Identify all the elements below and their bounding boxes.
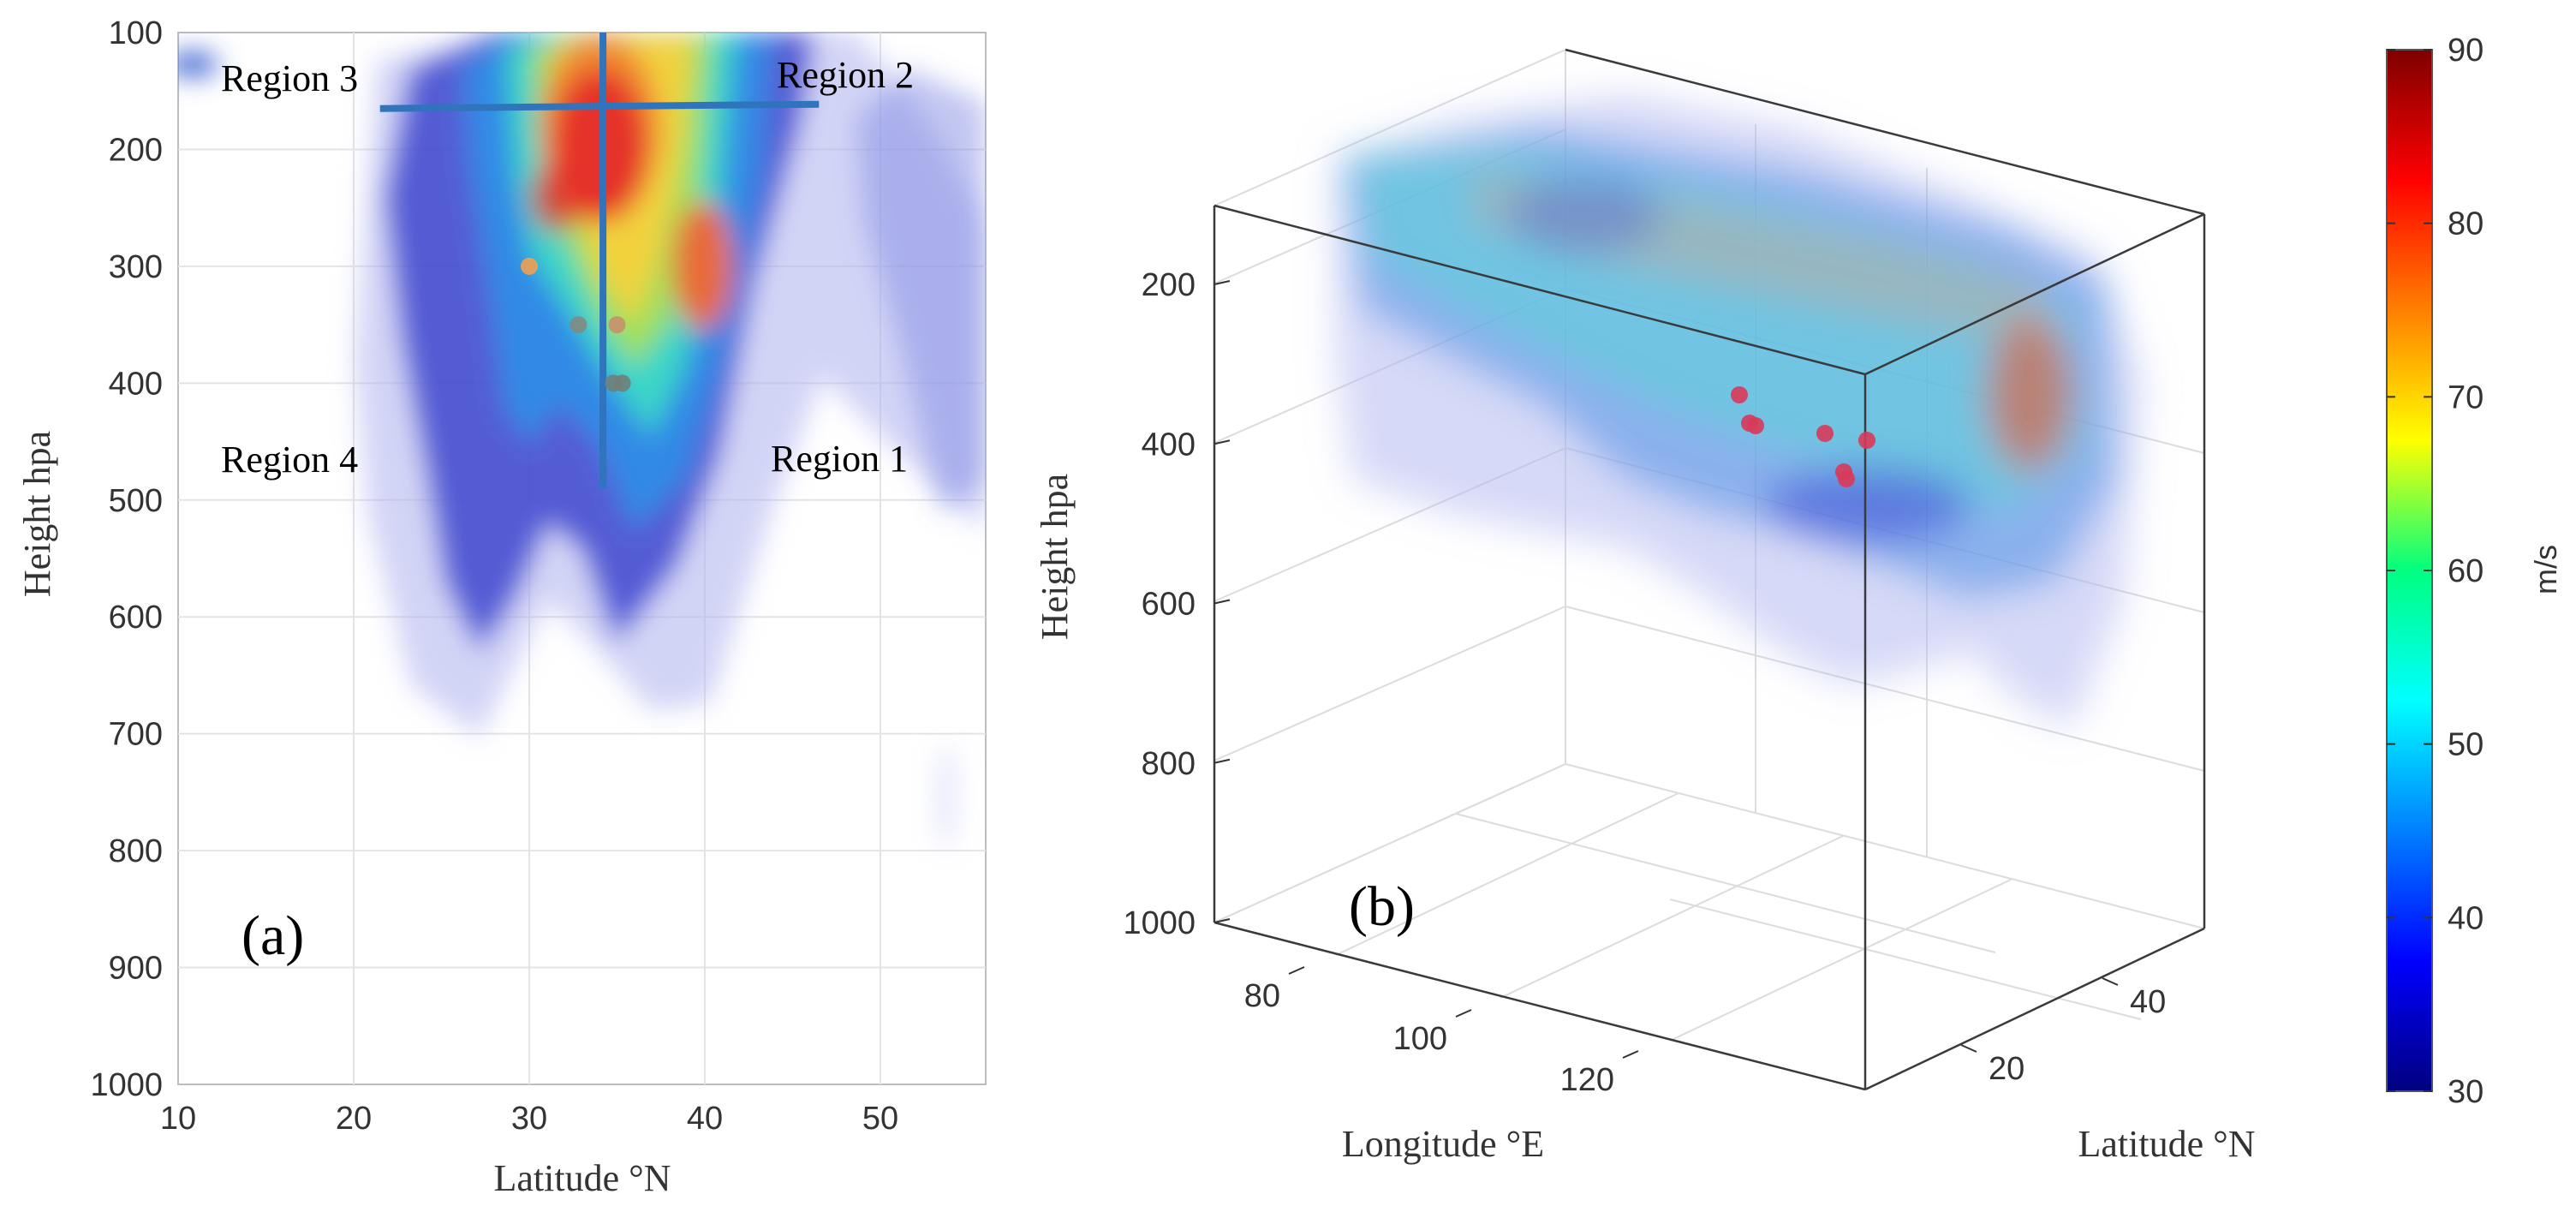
jet-axis-horizontal: [379, 100, 820, 112]
y-tick-label: 400: [109, 366, 163, 402]
colorbar: 30 40 50 60 70 80 90 m/s: [2386, 33, 2563, 1110]
panel-a-xlabel: Latitude °N: [494, 1157, 671, 1199]
x-tick-label: 30: [511, 1101, 547, 1137]
panel-b: 200 400 600 800 1000 80 100 120 20 40 (b) Height …: [1034, 48, 2256, 1165]
x-tick-label: 100: [1393, 1021, 1447, 1057]
observation-point: [608, 316, 626, 334]
y-tick-label: 600: [109, 600, 163, 636]
colorbar-tick-label: 80: [2448, 206, 2484, 242]
y-tick-label: 1000: [90, 1067, 163, 1103]
z-tick-label: 400: [1142, 427, 1196, 463]
panel-b-ylabel: Latitude °N: [2078, 1123, 2256, 1165]
z-tick: [1213, 280, 1231, 285]
colorbar-tick-label: 90: [2448, 33, 2484, 69]
x-tick-label: 80: [1244, 978, 1280, 1014]
y-tick-label: 100: [109, 15, 163, 51]
region-3-label: Region 3: [221, 57, 358, 99]
x-tick-label: 120: [1560, 1062, 1614, 1098]
colorbar-ticks: 30 40 50 60 70 80 90: [2387, 33, 2484, 1110]
panel-a-ylabel: Height hpa: [16, 431, 58, 597]
x-tick-label: 20: [336, 1101, 372, 1137]
x-tick: [1455, 1009, 1472, 1018]
observation-point: [1731, 386, 1748, 403]
panel-a-wind-field: [178, 33, 986, 848]
colorbar-tick-label: 40: [2448, 900, 2484, 936]
z-tick: [1213, 439, 1231, 445]
colorbar-tick-label: 60: [2448, 553, 2484, 589]
panel-a-label: (a): [242, 905, 304, 967]
panel-b-wind-volume: [1336, 94, 2141, 728]
panel-a-ticks: 10 20 30 40 50 100 200 300 400 500 600 700 800 900 100…: [90, 15, 898, 1137]
observation-point: [1858, 432, 1875, 449]
x-tick-label: 50: [862, 1101, 898, 1137]
y-tick: [1960, 1044, 1977, 1053]
panel-b-ticks: 200 400 600 800 1000 80 100 120 20 40: [1123, 267, 2166, 1098]
x-tick: [1288, 966, 1305, 975]
panel-b-label: (b): [1349, 875, 1415, 938]
observation-point: [1838, 470, 1855, 487]
y-tick-label: 700: [109, 717, 163, 753]
colorbar-tick-label: 70: [2448, 379, 2484, 415]
observation-point: [521, 257, 538, 275]
colorbar-label: m/s: [2528, 545, 2563, 594]
z-tick-label: 600: [1142, 587, 1196, 623]
panel-a-jet-axis: [379, 33, 820, 489]
z-tick: [1213, 599, 1231, 605]
colorbar-tick-label: 50: [2448, 727, 2484, 763]
y-tick-label: 20: [1989, 1051, 2024, 1087]
colorbar-tick-label: 30: [2448, 1074, 2484, 1110]
panel-b-xlabel: Longitude °E: [1342, 1123, 1544, 1165]
z-tick-label: 1000: [1123, 905, 1196, 941]
y-tick-label: 40: [2130, 984, 2166, 1020]
panel-b-zlabel: Height hpa: [1034, 474, 1076, 640]
region-1-label: Region 1: [771, 438, 908, 480]
y-tick-label: 900: [109, 951, 163, 987]
z-tick: [1213, 758, 1231, 764]
z-tick-label: 200: [1142, 267, 1196, 303]
panel-a: Region 3 Region 2 Region 4 Region 1 (a) …: [16, 15, 987, 1199]
observation-point: [569, 316, 587, 334]
observation-point: [1816, 425, 1834, 442]
y-tick: [2102, 977, 2119, 986]
y-tick-label: 300: [109, 249, 163, 285]
x-tick-label: 40: [687, 1101, 723, 1137]
region-2-label: Region 2: [777, 54, 914, 96]
z-tick: [1213, 918, 1231, 923]
region-4-label: Region 4: [221, 439, 358, 481]
panel-a-points: [521, 257, 631, 392]
y-tick-label: 200: [109, 132, 163, 168]
panel-b-points: [1731, 386, 1875, 487]
observation-point: [613, 374, 631, 392]
x-tick-label: 10: [160, 1101, 196, 1137]
z-tick-label: 800: [1142, 746, 1196, 782]
observation-point: [1747, 417, 1764, 434]
y-tick-label: 500: [109, 483, 163, 519]
panel-b-box: [1213, 48, 2206, 1091]
x-tick: [1622, 1050, 1639, 1059]
y-tick-label: 800: [109, 833, 163, 869]
